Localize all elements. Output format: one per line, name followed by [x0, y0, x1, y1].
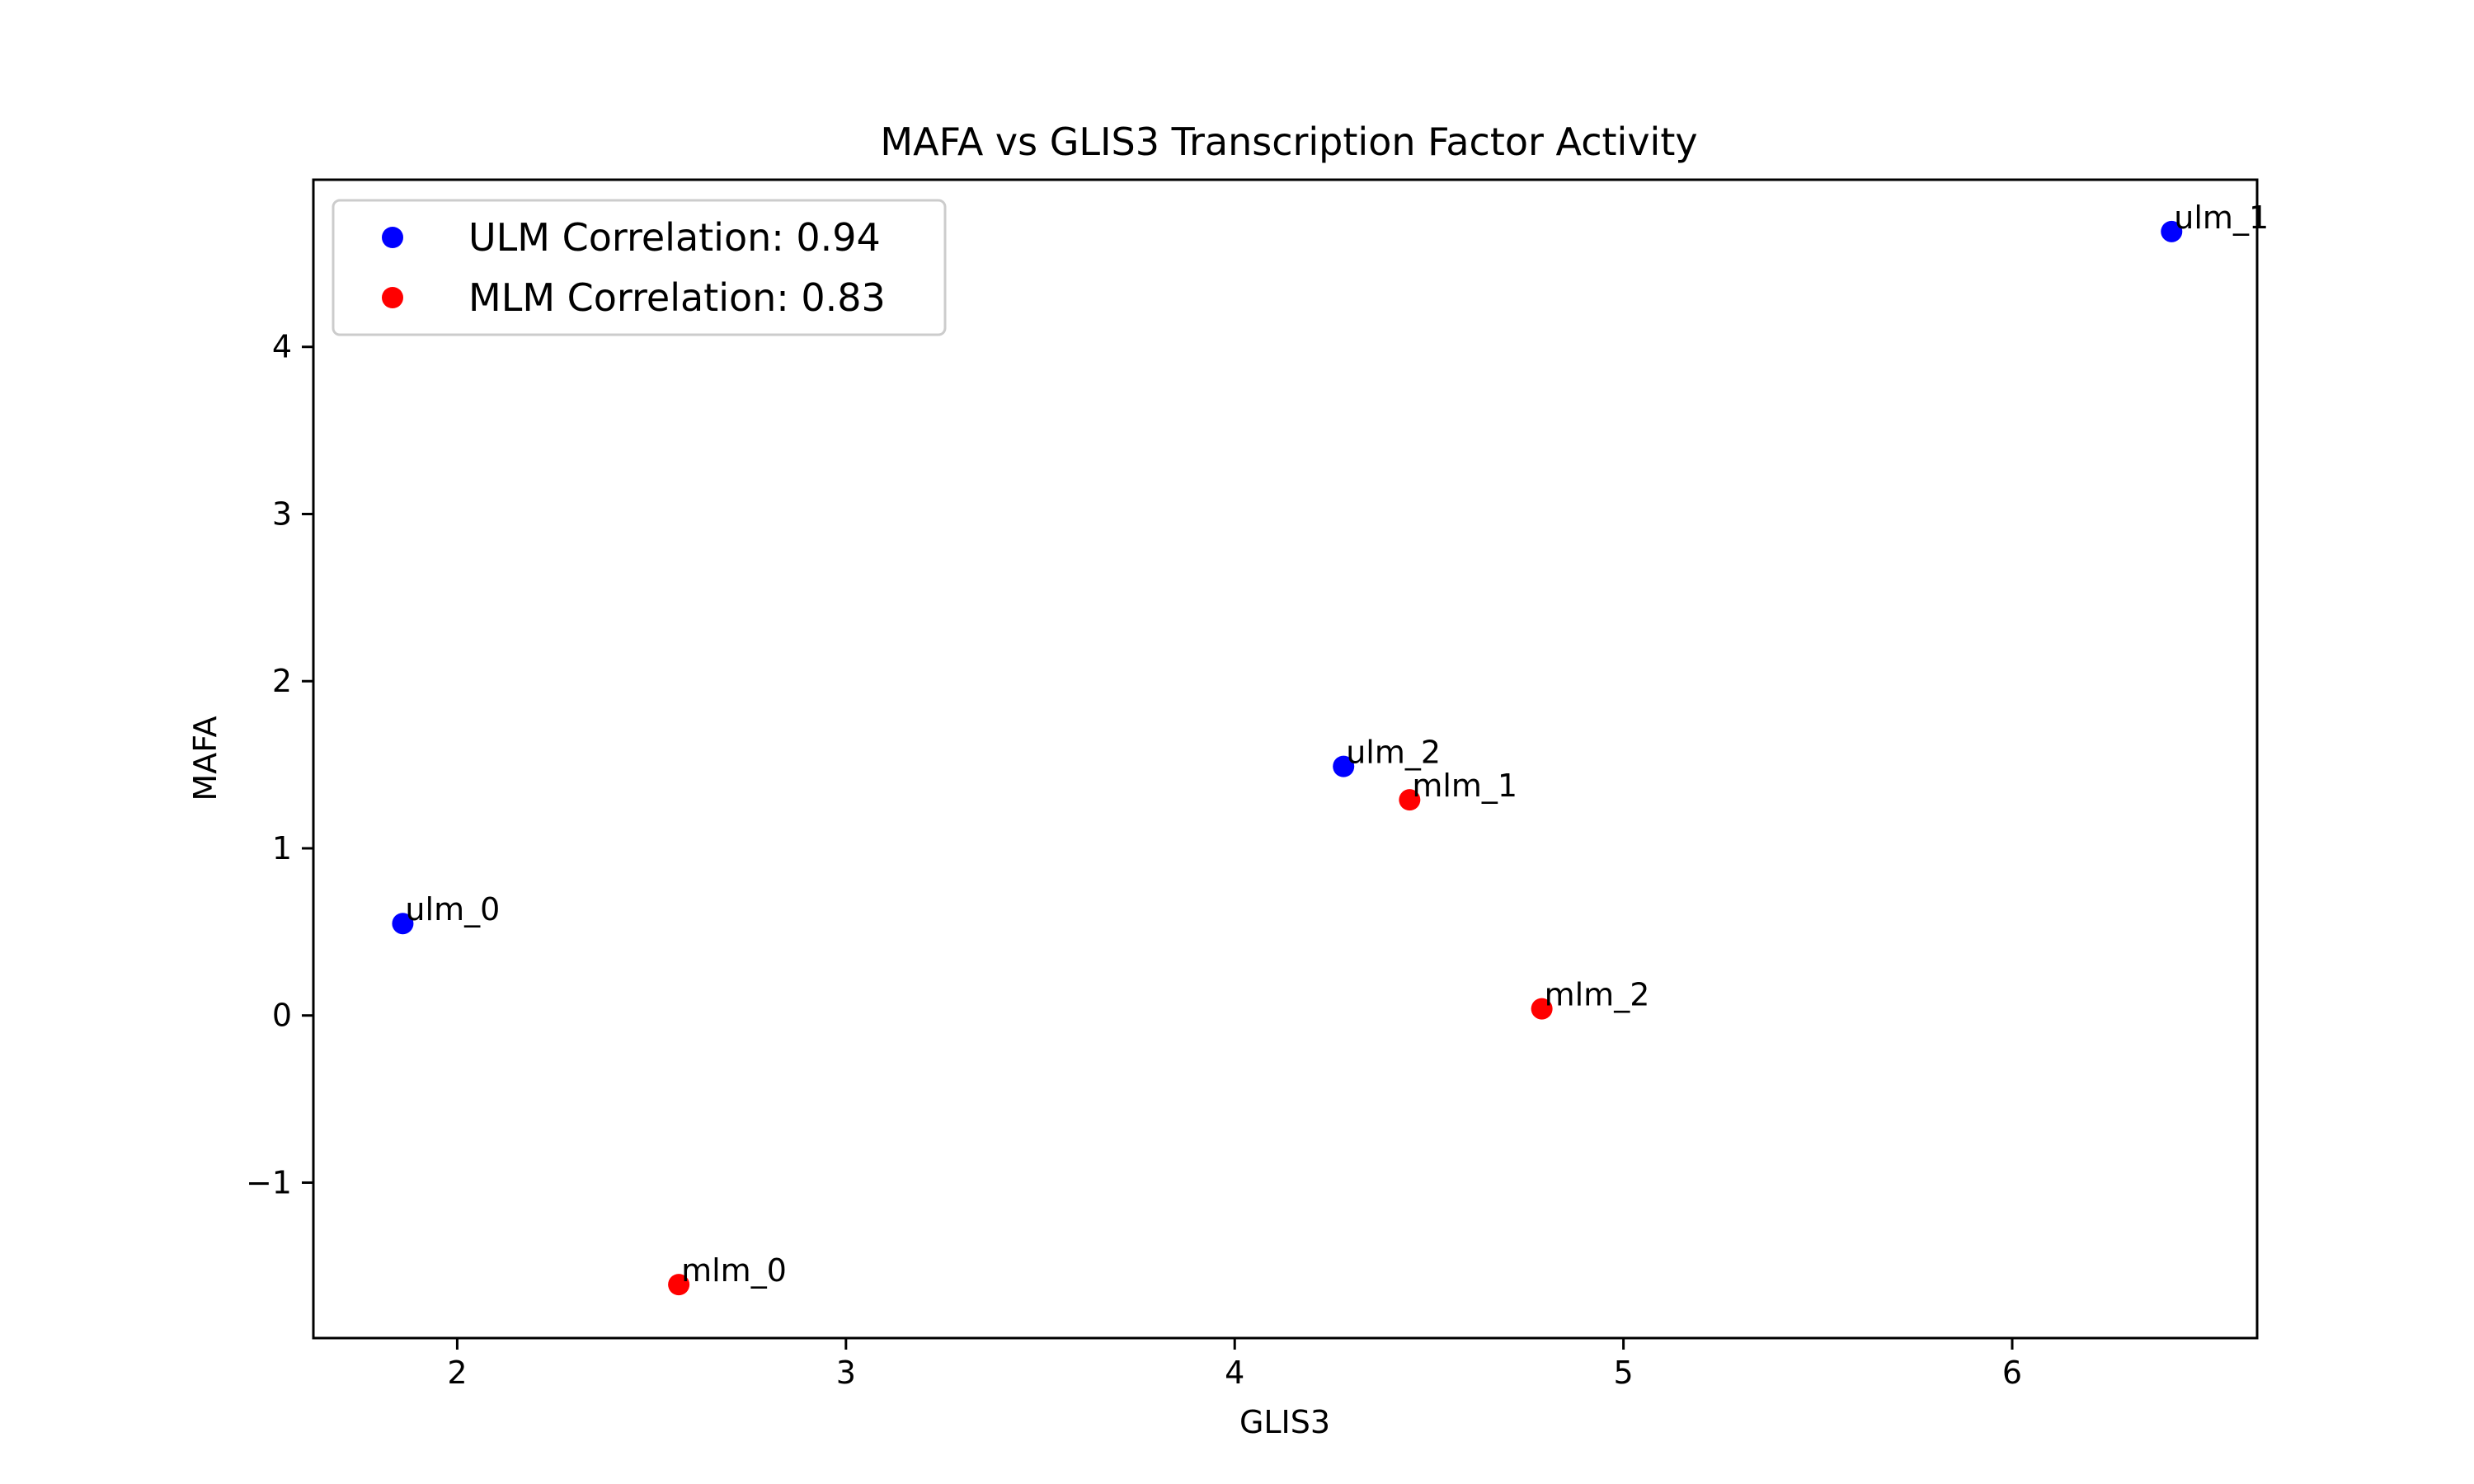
x-tick-label: 2 — [447, 1355, 467, 1391]
x-tick-label: 3 — [836, 1355, 856, 1391]
y-tick-label: 2 — [272, 663, 292, 699]
data-point — [392, 913, 414, 935]
ticks-layer: 2 3 4 5 6 −1 0 1 2 3 4 — [246, 329, 2022, 1391]
x-tick-label: 4 — [1225, 1355, 1244, 1391]
data-point — [1333, 755, 1355, 777]
x-axis-label: GLIS3 — [1239, 1404, 1330, 1440]
point-label: mlm_1 — [1412, 768, 1517, 804]
legend-label: ULM Correlation: 0.94 — [468, 215, 881, 260]
legend-marker — [382, 287, 403, 308]
legend: ULM Correlation: 0.94 MLM Correlation: 0.… — [332, 199, 947, 336]
legend-box — [332, 199, 947, 336]
data-point — [668, 1274, 690, 1296]
y-tick-label: 3 — [272, 495, 292, 532]
plot-frame — [312, 178, 2259, 1340]
y-tick-label: 0 — [272, 998, 292, 1034]
point-label: mlm_2 — [1545, 977, 1650, 1013]
y-axis-label: MAFA — [187, 716, 223, 801]
point-label: ulm_1 — [2174, 200, 2269, 236]
y-tick-label: 1 — [272, 830, 292, 866]
y-tick-label: −1 — [246, 1164, 292, 1200]
legend-label: MLM Correlation: 0.83 — [468, 275, 886, 320]
data-point — [1399, 789, 1421, 811]
point-label: mlm_0 — [681, 1252, 787, 1289]
y-tick-label: 4 — [272, 329, 292, 365]
data-point — [1531, 998, 1553, 1020]
x-tick-label: 6 — [2002, 1355, 2022, 1391]
chart-title: MAFA vs GLIS3 Transcription Factor Activ… — [880, 120, 1697, 164]
data-point — [2161, 220, 2183, 242]
point-label: ulm_2 — [1346, 735, 1441, 771]
legend-marker — [382, 227, 403, 248]
points-layer: ulm_0 ulm_1 ulm_2 mlm_0 mlm_1 mlm_2 — [392, 200, 2269, 1296]
x-tick-label: 5 — [1614, 1355, 1634, 1391]
point-label: ulm_0 — [405, 891, 500, 928]
